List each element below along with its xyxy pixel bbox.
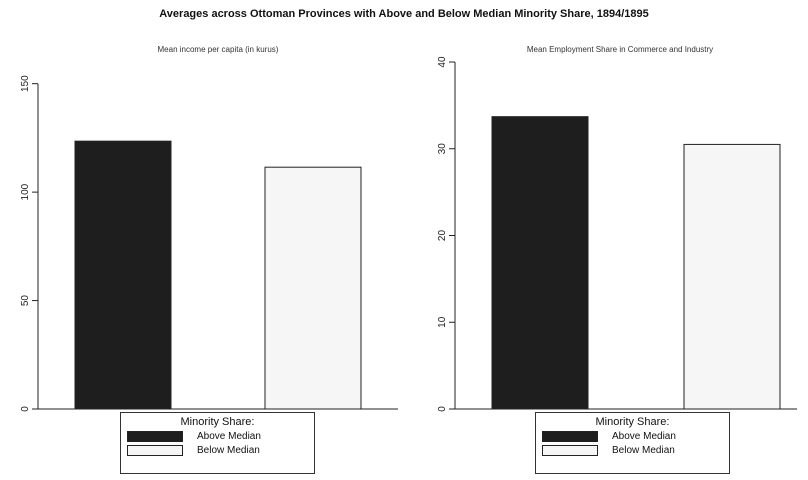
chart-legend-right: Minority Share: Above Median Below Media… (535, 412, 730, 474)
y-tick-label: 10 (437, 316, 448, 328)
chart-panel-income: Mean income per capita (in kurus) 0 50 100… (20, 45, 398, 412)
chart-subtitle: Mean Employment Share in Commerce and In… (527, 45, 713, 54)
legend-label: Above Median (197, 431, 261, 442)
legend-entry: Above Median (127, 431, 314, 442)
legend-label: Below Median (197, 445, 260, 456)
chart-legend-left: Minority Share: Above Median Below Media… (120, 412, 315, 474)
y-tick-label: 40 (437, 56, 448, 68)
legend-swatch-above (127, 431, 183, 442)
bar-below-median (264, 166, 362, 410)
plot-area: 0 50 100 150 (20, 75, 398, 412)
legend-entry: Below Median (542, 445, 729, 456)
chart-panel-employment: Mean Employment Share in Commerce and In… (437, 45, 797, 412)
legend-title: Minority Share: (595, 416, 670, 428)
y-tick-label: 50 (20, 295, 31, 307)
bar-above-median (491, 116, 589, 410)
legend-swatch-below (127, 445, 183, 456)
legend-entry: Below Median (127, 445, 314, 456)
chart-subtitle: Mean income per capita (in kurus) (158, 45, 279, 54)
legend-label: Below Median (612, 445, 675, 456)
legend-swatch-above (542, 431, 598, 442)
y-tick-label: 30 (437, 143, 448, 155)
plot-area: 0 10 20 30 40 (437, 56, 797, 412)
legend-label: Above Median (612, 431, 676, 442)
y-tick-label: 150 (20, 75, 31, 92)
legend-entry: Above Median (542, 431, 729, 442)
y-tick-label: 0 (437, 406, 448, 412)
legend-swatch-below (542, 445, 598, 456)
y-tick-label: 20 (437, 230, 448, 242)
y-tick-label: 0 (20, 406, 31, 412)
figure-title: Averages across Ottoman Provinces with A… (159, 8, 649, 20)
bar-above-median (74, 140, 172, 410)
y-tick-label: 100 (20, 183, 31, 200)
legend-title: Minority Share: (180, 416, 255, 428)
bar-below-median (683, 143, 781, 410)
